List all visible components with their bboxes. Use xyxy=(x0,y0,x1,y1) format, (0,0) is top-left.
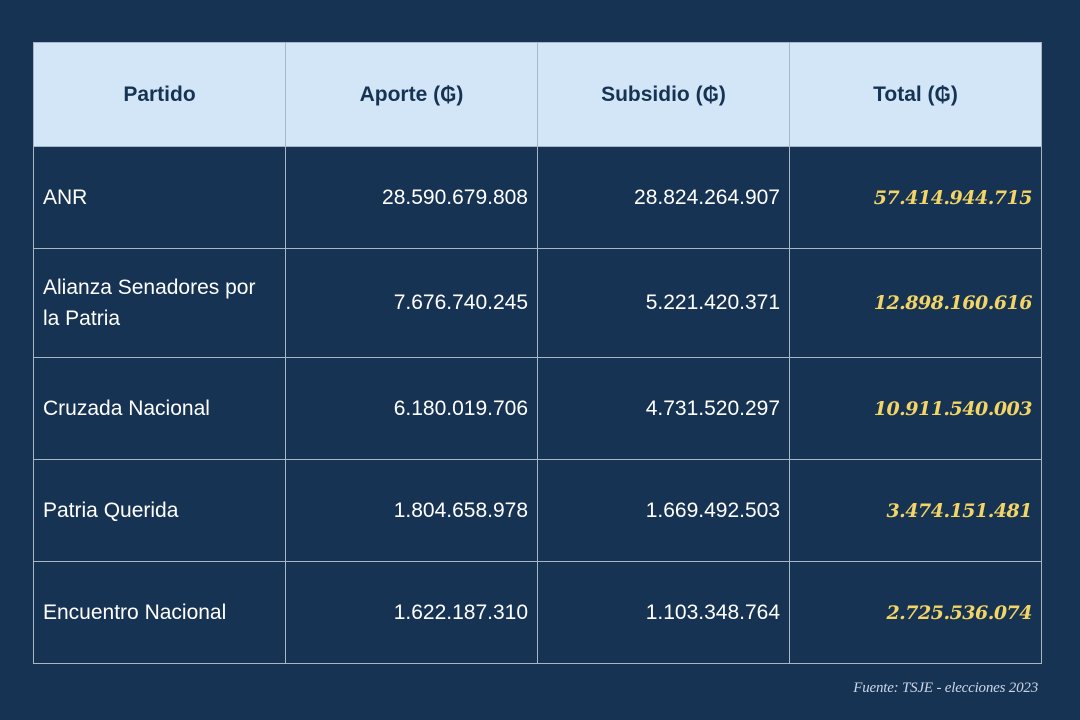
cell-partido: ANR xyxy=(33,146,286,249)
header-row: Partido Aporte (₲) Subsidio (₲) Total (₲… xyxy=(33,42,1042,147)
cell-subsidio: 4.731.520.297 xyxy=(537,357,790,460)
data-table-container: Partido Aporte (₲) Subsidio (₲) Total (₲… xyxy=(33,42,1042,664)
cell-total: 57.414.944.715 xyxy=(789,146,1042,249)
cell-subsidio: 1.669.492.503 xyxy=(537,459,790,562)
header-total: Total (₲) xyxy=(789,42,1042,147)
table-row: Patria Querida 1.804.658.978 1.669.492.5… xyxy=(33,459,1042,562)
table-row: ANR 28.590.679.808 28.824.264.907 57.414… xyxy=(33,146,1042,249)
cell-partido: Patria Querida xyxy=(33,459,286,562)
cell-aporte: 28.590.679.808 xyxy=(285,146,538,249)
cell-aporte: 1.804.658.978 xyxy=(285,459,538,562)
cell-subsidio: 5.221.420.371 xyxy=(537,248,790,358)
cell-total: 12.898.160.616 xyxy=(789,248,1042,358)
cell-total: 3.474.151.481 xyxy=(789,459,1042,562)
header-partido: Partido xyxy=(33,42,286,147)
cell-partido: Alianza Senadores por la Patria xyxy=(33,248,286,358)
cell-subsidio: 1.103.348.764 xyxy=(537,561,790,664)
source-note: Fuente: TSJE - elecciones 2023 xyxy=(853,680,1038,696)
table-row: Cruzada Nacional 6.180.019.706 4.731.520… xyxy=(33,357,1042,460)
cell-subsidio: 28.824.264.907 xyxy=(537,146,790,249)
cell-aporte: 1.622.187.310 xyxy=(285,561,538,664)
financing-table: Partido Aporte (₲) Subsidio (₲) Total (₲… xyxy=(33,42,1042,664)
cell-aporte: 7.676.740.245 xyxy=(285,248,538,358)
table-row: Encuentro Nacional 1.622.187.310 1.103.3… xyxy=(33,561,1042,664)
header-aporte: Aporte (₲) xyxy=(285,42,538,147)
table-row: Alianza Senadores por la Patria 7.676.74… xyxy=(33,248,1042,358)
cell-partido: Cruzada Nacional xyxy=(33,357,286,460)
header-subsidio: Subsidio (₲) xyxy=(537,42,790,147)
cell-partido: Encuentro Nacional xyxy=(33,561,286,664)
cell-total: 10.911.540.003 xyxy=(789,357,1042,460)
cell-total: 2.725.536.074 xyxy=(789,561,1042,664)
cell-aporte: 6.180.019.706 xyxy=(285,357,538,460)
